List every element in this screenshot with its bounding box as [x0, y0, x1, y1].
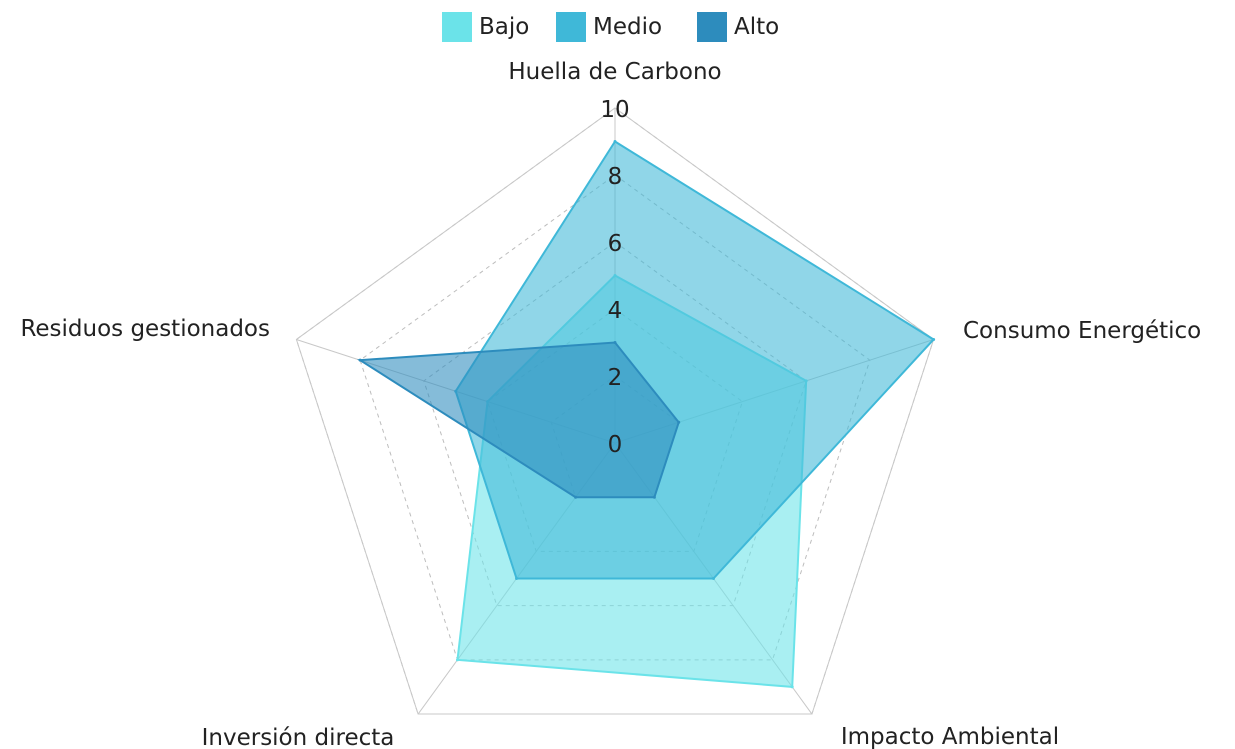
radial-tick-label: 10	[600, 97, 629, 123]
axis-label: Impacto Ambiental	[841, 724, 1059, 749]
data-point-bajo	[455, 658, 459, 662]
data-point-alto	[677, 420, 681, 424]
outer-ring	[295, 107, 935, 715]
data-point-alto	[652, 495, 656, 499]
legend-label-medio: Medio	[593, 14, 663, 40]
legend-swatch-medio	[556, 12, 586, 42]
axis-label: Huella de Carbono	[508, 59, 721, 85]
data-point-alto	[613, 341, 617, 344]
data-point-medio	[711, 577, 715, 581]
series-area-alto	[357, 341, 680, 499]
data-point-medio	[932, 337, 936, 341]
data-point-alto	[358, 358, 362, 362]
axis-label: Residuos gestionados	[20, 316, 270, 342]
legend-swatch-bajo	[442, 12, 472, 42]
data-point-medio	[515, 577, 519, 581]
axis-label: Consumo Energético	[963, 318, 1201, 344]
legend-label-bajo: Bajo	[479, 14, 530, 40]
legend-item-bajo[interactable]: Bajo	[442, 10, 529, 44]
data-point-alto	[574, 495, 578, 499]
radial-tick-label: 8	[608, 164, 623, 190]
radial-tick-label: 6	[608, 231, 623, 257]
axis-label: Inversión directa	[202, 725, 395, 749]
radial-tick-label: 0	[608, 432, 623, 458]
legend-item-alto[interactable]: Alto	[697, 10, 779, 44]
data-point-medio	[613, 140, 617, 143]
data-point-bajo	[790, 685, 794, 689]
radial-tick-label: 4	[608, 298, 623, 324]
legend-item-medio[interactable]: Medio	[556, 10, 662, 44]
radial-tick-label: 2	[608, 365, 623, 391]
legend-label-alto: Alto	[734, 14, 780, 40]
legend-swatch-alto	[697, 12, 727, 42]
